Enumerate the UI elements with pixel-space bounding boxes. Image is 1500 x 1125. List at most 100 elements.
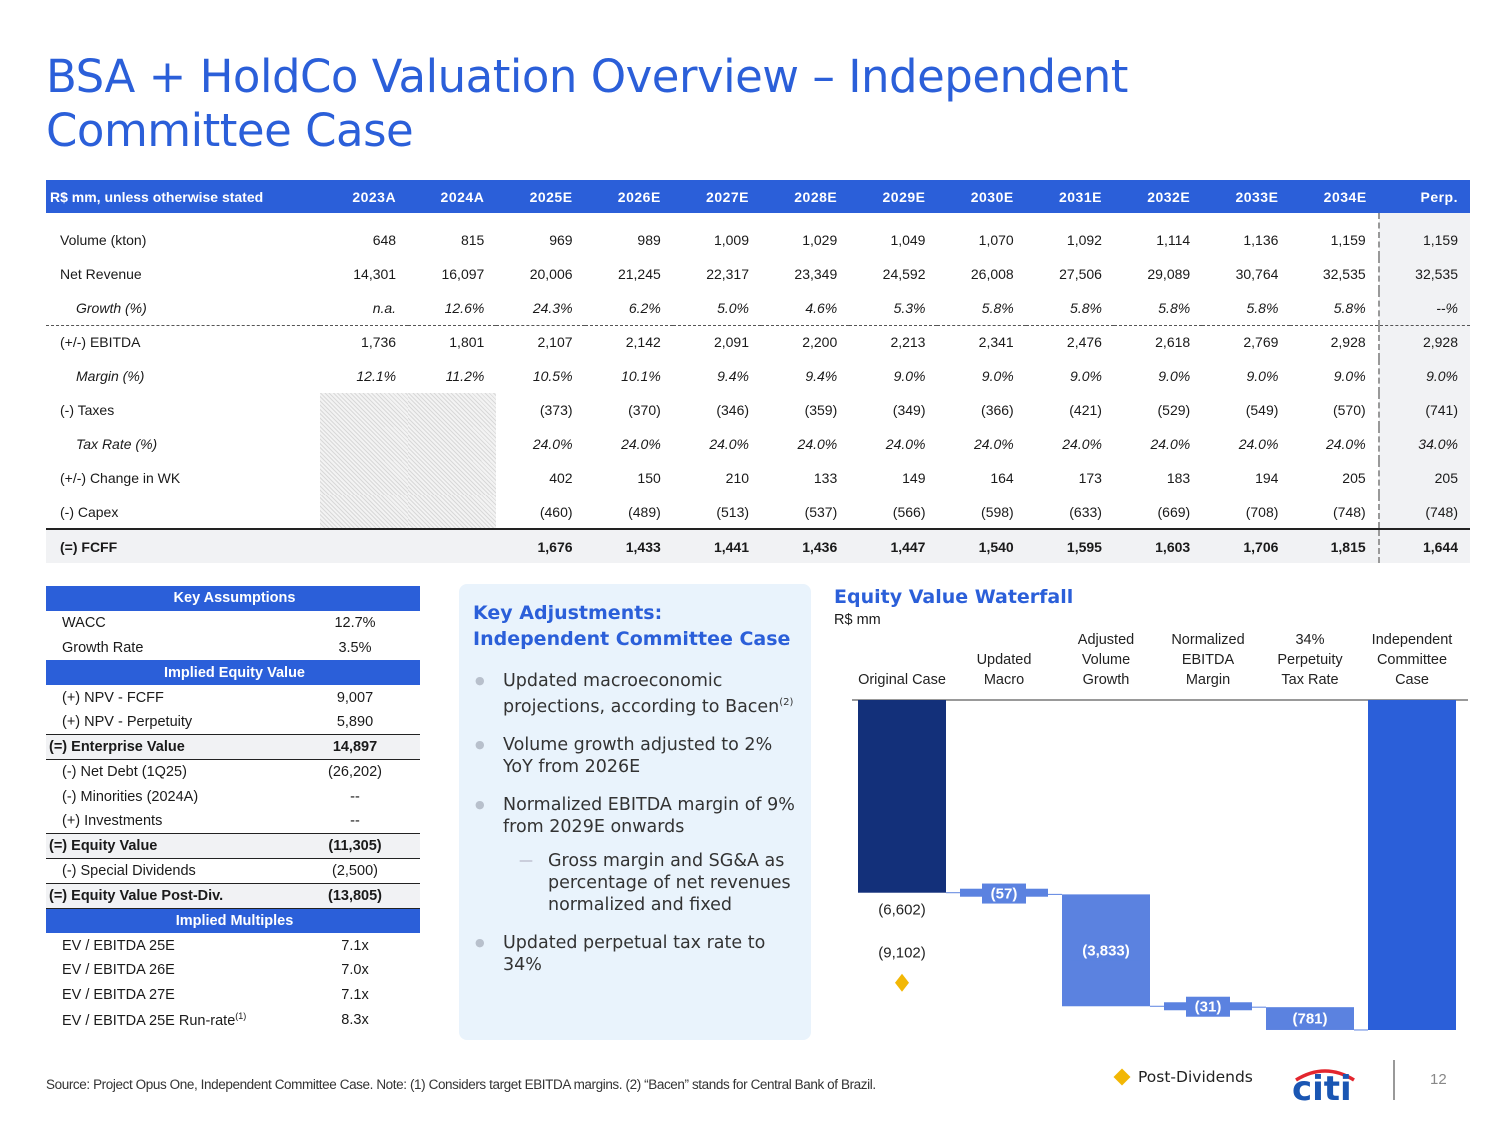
perp-cell: 205 [1377, 461, 1470, 495]
table-cell: 11.2% [445, 368, 485, 384]
table-cell: 9.0% [1070, 368, 1102, 384]
table-cell: 194 [1255, 470, 1279, 486]
year-header: 2025E [496, 180, 585, 213]
data-label: (3,833) [1082, 942, 1130, 959]
table-row: Tax Rate (%) 24.0% 24.0% 24.0% 24.0% 24.0% 24.… [46, 427, 1470, 461]
year-header: 2033E [1202, 180, 1291, 213]
row-label: EV / EBITDA 27E [62, 987, 175, 1004]
table-row: EV / EBITDA 26E 7.0x [46, 958, 420, 983]
data-label-bg [1283, 1008, 1337, 1029]
row-value: 5,890 [336, 714, 374, 731]
table-cell: 1,159 [1330, 232, 1366, 248]
table-cell: (489) [628, 503, 661, 520]
row-label: Margin (%) [76, 368, 145, 384]
table-cell: (748) [1332, 503, 1366, 520]
table-cell: (460) [539, 503, 573, 520]
data-label: (57) [991, 886, 1018, 903]
row-label: (+) NPV - FCFF [62, 689, 164, 706]
year-header: 2031E [1025, 180, 1114, 213]
table-cell: 1,447 [849, 528, 938, 563]
table-cell: 24.0% [1238, 436, 1279, 452]
key-adjustments-title: Key Adjustments: Independent Committee C… [473, 602, 791, 650]
year-header: 2026E [584, 180, 673, 213]
table-cell: 24.0% [974, 436, 1014, 452]
table-cell: 10.5% [532, 368, 573, 384]
table-cell: (598) [981, 503, 1014, 520]
perp-cell: 1,159 [1377, 213, 1470, 257]
table-row: (-) Taxes (373) (370) (346) (359) (349) (366) (… [46, 393, 1470, 427]
table-row: Growth Rate 3.5% [46, 636, 420, 661]
table-cell: 2,928 [1330, 334, 1366, 351]
table-cell: 1,801 [449, 334, 485, 351]
row-label: (-) Taxes [60, 402, 115, 418]
row-value: 7.0x [341, 962, 369, 979]
waterfall-subtitle: R$ mm [834, 612, 881, 628]
table-cell: 9.0% [981, 368, 1014, 384]
table-row: (-) Net Debt (1Q25) (26,202) [46, 760, 420, 785]
table-cell: 5.8% [937, 291, 1026, 326]
table-row: (-) Capex (460) (489) (513) (537) (566) (598) (… [46, 495, 1470, 529]
row-value: (11,305) [290, 833, 420, 860]
waterfall-title: Equity Value Waterfall [834, 586, 1074, 608]
row-label: EV / EBITDA 25E [62, 937, 175, 954]
table-cell: 210 [725, 470, 750, 486]
logo-wordmark: citi [1292, 1069, 1352, 1106]
list-item: Normalized EBITDA margin of 9% from 2029… [473, 794, 797, 838]
row-label: (=) Enterprise Value [46, 734, 290, 761]
source-footnote: Source: Project Opus One, Independent Co… [46, 1077, 876, 1092]
equity-value-waterfall-chart: Original Case Updated Macro Adjusted Volume G… [852, 632, 1468, 1031]
table-cell: 9.0% [1158, 368, 1191, 384]
data-label-bg [1070, 940, 1142, 961]
table-cell: 20,006 [529, 266, 573, 282]
row-label: EV / EBITDA 26E [62, 962, 175, 979]
category-label: Original Case [858, 672, 946, 688]
year-header: 2034E [1290, 180, 1379, 213]
perp-cell: 2,928 [1377, 325, 1470, 359]
table-row: WACC 12.7% [46, 611, 420, 636]
table-cell: 183 [1166, 470, 1191, 486]
table-cell [319, 495, 409, 529]
table-cell: 29,089 [1147, 266, 1191, 282]
table-cell: 1,540 [937, 528, 1026, 563]
table-row: EV / EBITDA 27E 7.1x [46, 983, 420, 1008]
row-label-text: EV / EBITDA 25E Run-rate [62, 1012, 236, 1029]
table-cell: (366) [981, 402, 1014, 418]
perp-header: Perp. [1378, 180, 1470, 213]
category-label: Independent Committee Case [1372, 632, 1453, 688]
table-cell [408, 461, 497, 495]
table-header-label: R$ mm, unless otherwise stated [46, 180, 320, 213]
table-cell: 9.4% [805, 368, 838, 384]
table-cell: (529) [1157, 402, 1191, 418]
table-cell: 1,676 [496, 528, 585, 563]
table-cell: 1,815 [1290, 528, 1379, 563]
table-cell: 4.6% [761, 291, 850, 326]
waterfall-bar [1368, 700, 1456, 1030]
table-cell: 21,245 [617, 266, 661, 282]
section-header: Implied Equity Value [46, 660, 420, 686]
row-value: -- [350, 813, 360, 830]
table-cell: n.a. [319, 291, 409, 326]
table-cell: (549) [1245, 402, 1279, 418]
table-cell: 9.0% [1333, 368, 1366, 384]
row-label: (+/-) Change in WK [60, 470, 181, 486]
row-label: (=) Equity Value Post-Div. [46, 883, 290, 909]
table-cell: 23,349 [794, 266, 838, 282]
perp-cell: 34.0% [1377, 427, 1470, 461]
implied-equity-header: Implied Equity Value [46, 660, 420, 686]
total-row: (=) Equity Value Post-Div. (13,805) [46, 883, 420, 909]
row-label: Net Revenue [60, 266, 142, 282]
citi-logo: citi [1292, 1060, 1395, 1106]
waterfall-bar [858, 700, 946, 893]
row-label: (-) Special Dividends [62, 863, 196, 880]
table-cell: (537) [804, 503, 838, 520]
table-cell [408, 427, 497, 461]
list-item: Updated macroeconomic projections, accor… [473, 670, 797, 718]
table-cell: (349) [892, 402, 926, 418]
table-cell: 5.8% [1113, 291, 1203, 326]
table-header-row: R$ mm, unless otherwise stated 2023A 202… [46, 180, 1470, 213]
footnote-ref: (2) [779, 697, 794, 708]
table-cell: (421) [1069, 402, 1102, 418]
table-cell: 2,142 [625, 334, 661, 351]
table-cell: 10.1% [621, 368, 661, 384]
table-cell: 1,049 [890, 232, 926, 248]
